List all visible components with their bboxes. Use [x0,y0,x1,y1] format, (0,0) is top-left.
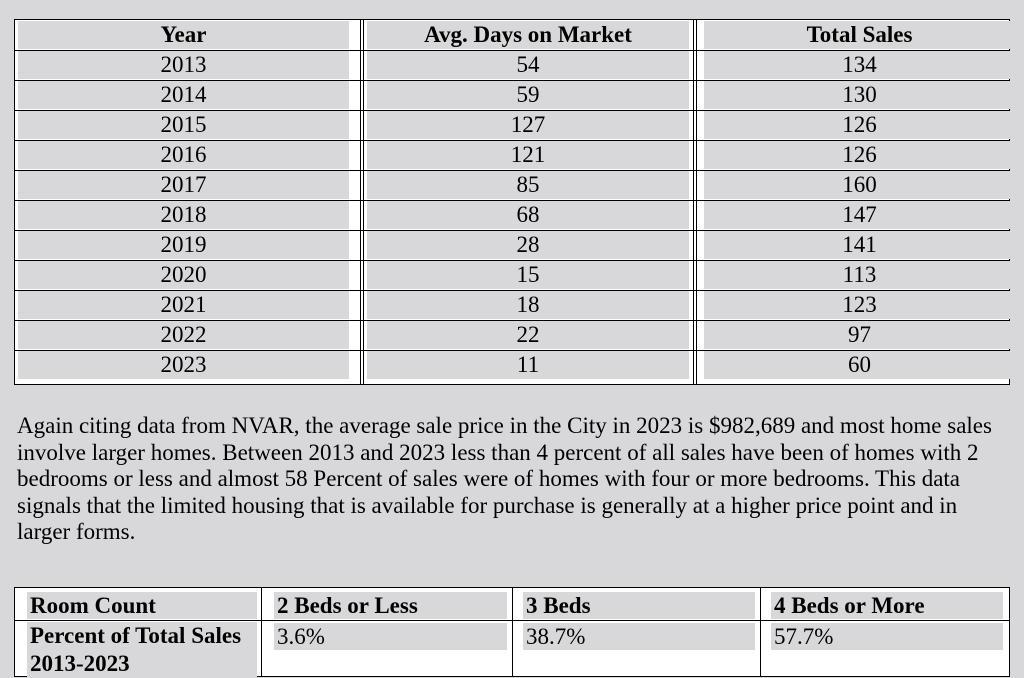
total-sales-cell: 147 [704,201,1015,229]
avg-days-cell: 68 [367,201,689,229]
total-sales-cell: 113 [704,261,1015,289]
total-sales-cell: 130 [704,81,1015,109]
avg-days-cell: 127 [367,111,689,139]
year-cell: 2022 [18,321,349,349]
year-cell: 2020 [18,261,349,289]
avg-days-cell: 11 [367,351,689,379]
table-row: 2016 121 126 [15,140,1015,170]
avg-days-cell: 59 [367,81,689,109]
table-row: 2017 85 160 [15,170,1015,200]
year-cell: 2018 [18,201,349,229]
value-4-beds-or-more: 57.7% [771,623,1003,650]
room-count-table: Room Count 2 Beds or Less 3 Beds 4 Beds … [14,587,1010,678]
avg-days-cell: 54 [367,51,689,79]
year-cell: 2017 [18,171,349,199]
avg-days-cell: 22 [367,321,689,349]
room-count-header: Room Count [27,592,257,619]
total-sales-cell: 141 [704,231,1015,259]
header-3-beds: 3 Beds [523,592,755,619]
year-cell: 2023 [18,351,349,379]
table-row: 2023 11 60 [15,350,1015,380]
total-sales-cell: 126 [704,111,1015,139]
table-row: 2013 54 134 [15,50,1015,80]
total-sales-cell: 126 [704,141,1015,169]
year-cell: 2021 [18,291,349,319]
percent-of-total-sales-label: Percent of Total Sales 2013-2023 [27,622,257,678]
total-sales-cell: 123 [704,291,1015,319]
table-row: 2022 22 97 [15,320,1015,350]
total-sales-cell: 160 [704,171,1015,199]
value-3-beds: 38.7% [523,623,755,650]
avg-days-cell: 28 [367,231,689,259]
year-cell: 2016 [18,141,349,169]
table-row: 2020 15 113 [15,260,1015,290]
year-cell: 2015 [18,111,349,139]
header-4-beds-or-more: 4 Beds or More [771,592,1003,619]
table-row: 2015 127 126 [15,110,1015,140]
avg-days-cell: 121 [367,141,689,169]
total-sales-cell: 60 [704,351,1015,379]
body-paragraph: Again citing data from NVAR, the average… [17,413,992,544]
avg-days-cell: 15 [367,261,689,289]
table-row: 2014 59 130 [15,80,1015,110]
year-cell: 2014 [18,81,349,109]
year-cell: 2013 [18,51,349,79]
table-row: 2021 18 123 [15,290,1015,320]
total-sales-cell: 134 [704,51,1015,79]
table-header-row: Year Avg. Days on Market Total Sales [15,20,1015,50]
total-sales-cell: 97 [704,321,1015,349]
avg-days-cell: 18 [367,291,689,319]
year-header: Year [18,21,349,49]
year-cell: 2019 [18,231,349,259]
total-sales-header: Total Sales [704,21,1015,49]
avg-days-header: Avg. Days on Market [367,21,689,49]
header-2-beds-or-less: 2 Beds or Less [274,592,507,619]
value-2-beds-or-less: 3.6% [274,623,507,650]
sales-table: Year Avg. Days on Market Total Sales 2013 54… [14,19,1015,385]
avg-days-cell: 85 [367,171,689,199]
table-row: 2019 28 141 [15,230,1015,260]
table-row: 2018 68 147 [15,200,1015,230]
